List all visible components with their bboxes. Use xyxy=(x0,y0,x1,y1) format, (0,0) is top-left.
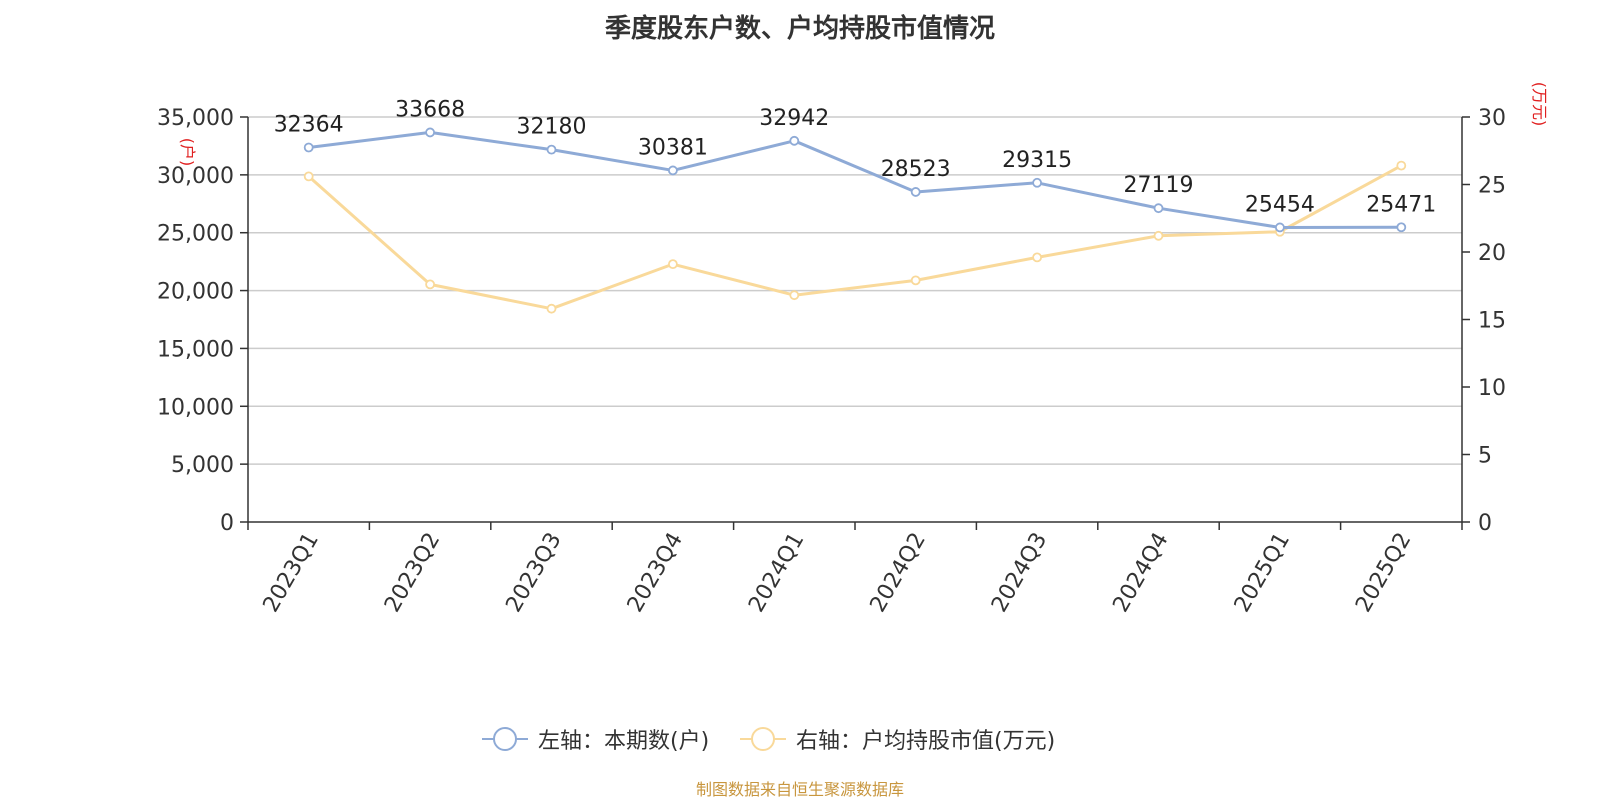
left-axis-tick-label: 35,000 xyxy=(157,106,234,131)
data-point-avg-value xyxy=(303,171,314,182)
data-label: 30381 xyxy=(638,135,708,160)
data-label: 25454 xyxy=(1245,192,1315,217)
data-label: 29315 xyxy=(1002,148,1072,173)
x-axis-tick-label: 2024Q4 xyxy=(1108,529,1173,617)
data-point-holders xyxy=(1032,177,1042,188)
x-axis-tick-label: 2023Q2 xyxy=(380,529,445,617)
chart-title: 季度股东户数、户均持股市值情况 xyxy=(604,14,995,44)
data-point-holders xyxy=(425,127,436,138)
data-point-holders xyxy=(303,142,314,153)
right-axis-tick-label: 30 xyxy=(1478,106,1506,131)
x-axis-tick-label: 2024Q1 xyxy=(744,529,809,617)
legend-label-right-series: 右轴：户均持股市值(万元) xyxy=(796,729,1056,754)
data-label: 33668 xyxy=(395,97,465,122)
data-source-note: 制图数据来自恒生聚源数据库 xyxy=(695,780,904,799)
series-line-holders xyxy=(308,130,1402,229)
data-label: 32942 xyxy=(759,106,829,131)
x-axis-tick-label: 2023Q1 xyxy=(259,529,324,617)
data-point-holders xyxy=(789,135,800,146)
left-axis-tick-label: 25,000 xyxy=(157,222,234,247)
data-label: 32364 xyxy=(274,113,344,138)
right-axis-tick-label: 10 xyxy=(1478,376,1506,401)
data-point-avg-value xyxy=(1153,230,1164,241)
x-axis-tick-label: 2025Q2 xyxy=(1351,529,1416,617)
right-axis-tick-label: 0 xyxy=(1478,511,1492,536)
data-label: 32180 xyxy=(517,115,587,140)
data-point-holders xyxy=(546,144,557,155)
data-point-holders xyxy=(1275,222,1285,233)
left-axis-tick-label: 30,000 xyxy=(157,164,234,189)
data-point-avg-value xyxy=(546,303,557,314)
x-axis-tick-label: 2024Q2 xyxy=(866,529,931,617)
data-point-holders xyxy=(910,187,921,197)
data-label: 27119 xyxy=(1124,173,1194,198)
x-axis-tick-label: 2023Q4 xyxy=(623,529,688,617)
legend-circle-icon-yellow xyxy=(740,727,786,751)
data-point-avg-value xyxy=(425,279,436,290)
right-axis-tick-label: 20 xyxy=(1478,241,1506,266)
data-point-avg-value xyxy=(668,259,678,270)
left-axis-unit: (户) xyxy=(178,138,197,167)
data-point-avg-value xyxy=(1032,252,1042,263)
data-label: 28523 xyxy=(881,157,951,182)
left-axis-tick-label: 0 xyxy=(220,511,234,536)
left-axis-tick-label: 5,000 xyxy=(171,453,234,478)
data-point-holders xyxy=(668,165,678,176)
legend-label-left-series: 左轴：本期数(户) xyxy=(538,729,710,754)
right-axis-tick-label: 15 xyxy=(1478,309,1506,334)
data-point-avg-value xyxy=(789,290,800,301)
data-point-avg-value xyxy=(1396,160,1407,171)
left-axis-tick-label: 20,000 xyxy=(157,280,234,305)
legend-item-left-series[interactable]: 左轴：本期数(户) xyxy=(480,724,709,754)
right-axis-tick-label: 5 xyxy=(1478,444,1492,469)
data-label: 25471 xyxy=(1366,192,1436,217)
legend-item-right-series[interactable]: 右轴：户均持股市值(万元) xyxy=(738,724,1055,754)
x-axis-tick-label: 2023Q3 xyxy=(501,529,566,617)
right-axis-tick-label: 25 xyxy=(1478,174,1506,199)
series-line-avg-value xyxy=(307,164,1403,311)
x-axis-tick-label: 2024Q3 xyxy=(987,529,1052,617)
left-axis-tick-label: 10,000 xyxy=(157,395,234,420)
right-axis-unit: (万元) xyxy=(1530,82,1549,127)
legend-circle-icon-blue xyxy=(482,727,528,751)
data-point-avg-value xyxy=(910,275,921,286)
left-axis-tick-label: 15,000 xyxy=(157,337,234,362)
data-point-holders xyxy=(1153,203,1164,214)
x-axis-tick-label: 2025Q1 xyxy=(1230,529,1295,617)
data-point-holders xyxy=(1396,222,1407,233)
